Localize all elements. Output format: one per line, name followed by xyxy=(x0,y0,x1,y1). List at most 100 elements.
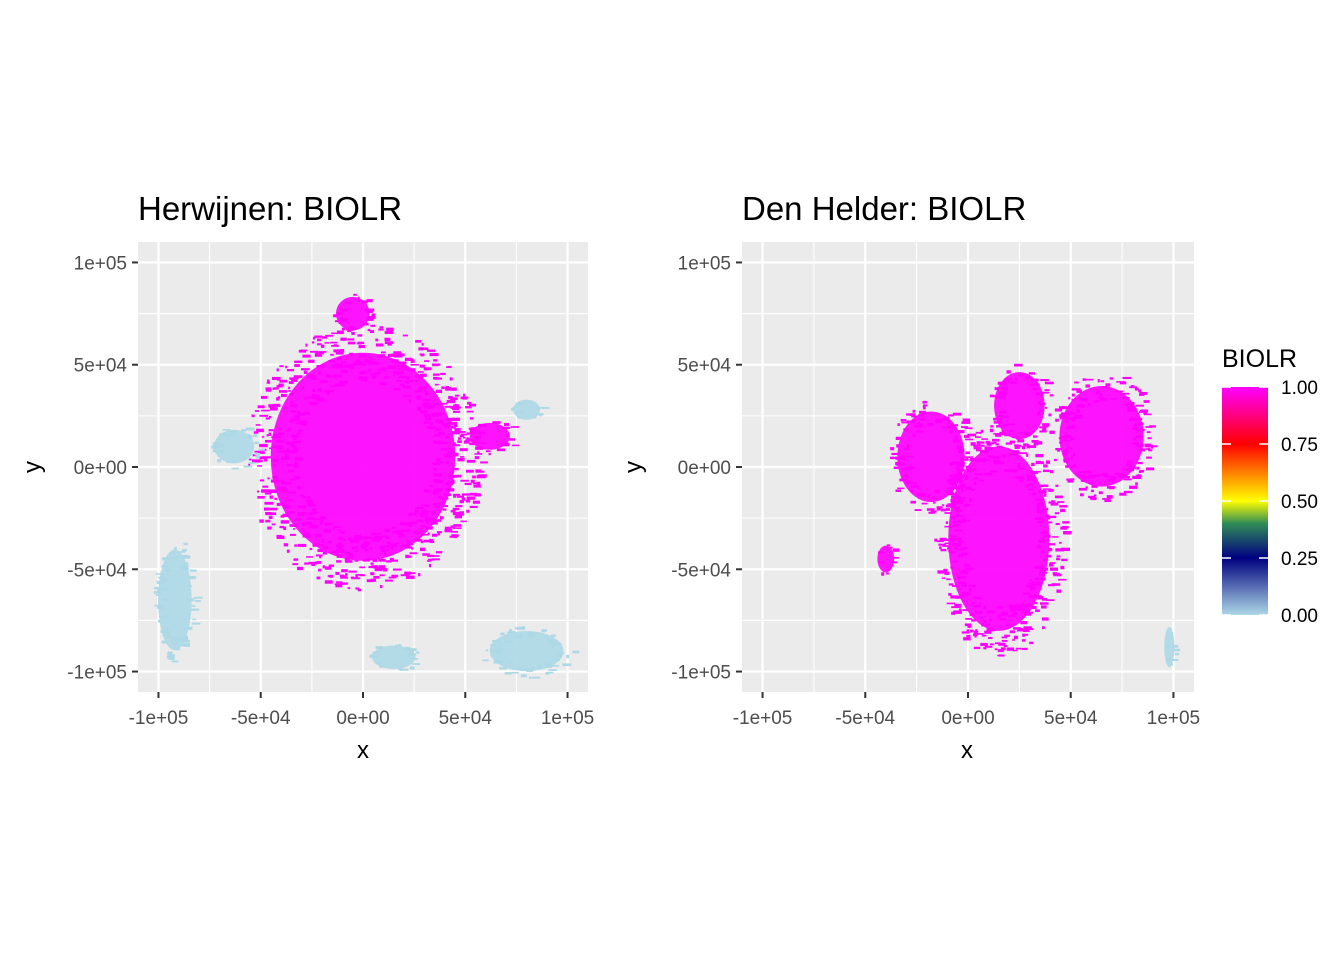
den-helder-echo-speckle xyxy=(957,471,963,476)
herwijnen-echo-speckle xyxy=(412,658,419,660)
herwijnen-echo-speckle xyxy=(179,565,188,569)
den-helder-echo-speckle xyxy=(949,550,956,554)
den-helder-echo-speckle xyxy=(1017,439,1025,443)
herwijnen-echo-speckle xyxy=(426,405,432,409)
herwijnen-echo-speckle xyxy=(345,576,348,579)
herwijnen-echo-speckle xyxy=(259,414,269,417)
herwijnen-echo-speckle xyxy=(172,637,179,640)
herwijnen-echo-speckle xyxy=(338,374,343,378)
herwijnen-plot-area: -1e+05 -5e+04 0e+00 5e+04 1e+05-1e+05-5e+040… xyxy=(67,242,594,729)
herwijnen-echo-speckle xyxy=(423,367,432,371)
den-helder-echo-speckle xyxy=(1150,447,1154,449)
den-helder-echo-speckle xyxy=(1037,490,1044,494)
herwijnen-echo-speckle xyxy=(495,647,504,651)
herwijnen-echo-speckle xyxy=(309,503,316,506)
herwijnen-echo-speckle xyxy=(438,495,442,499)
herwijnen-echo-speckle xyxy=(285,365,288,369)
herwijnen-echo-speckle xyxy=(469,505,478,509)
herwijnen-echo-speckle xyxy=(419,547,426,552)
herwijnen-echo-speckle xyxy=(547,666,553,669)
herwijnen-echo-speckle xyxy=(338,536,344,540)
den-helder-echo-speckle xyxy=(1045,599,1055,602)
herwijnen-echo-speckle xyxy=(257,496,265,499)
herwijnen-echo-speckle xyxy=(465,469,474,473)
den-helder-echo-speckle xyxy=(1057,501,1065,503)
herwijnen-echo-speckle xyxy=(323,529,331,533)
den-helder-echo-speckle xyxy=(947,420,951,423)
herwijnen-echo-speckle xyxy=(476,481,481,485)
herwijnen-echo-speckle xyxy=(264,439,272,443)
den-helder-echo-speckle xyxy=(1003,392,1008,395)
herwijnen-echo-speckle xyxy=(451,417,460,421)
den-helder-echo-speckle xyxy=(1063,458,1070,462)
herwijnen-echo-speckle xyxy=(463,436,466,439)
den-helder-echo-speckle xyxy=(1059,416,1069,420)
den-helder-echo-speckle xyxy=(1054,408,1063,412)
den-helder-echo-speckle xyxy=(999,410,1007,414)
den-helder-echo-speckle xyxy=(1078,471,1087,473)
herwijnen-echo-speckle xyxy=(261,409,270,412)
herwijnen-echo-speckle xyxy=(379,574,385,577)
herwijnen-echo-speckle xyxy=(290,533,296,536)
herwijnen-echo-speckle xyxy=(287,491,297,494)
herwijnen-echo-speckle xyxy=(298,429,303,432)
den-helder-echo-speckle xyxy=(1032,492,1037,496)
den-helder-echo-speckle xyxy=(922,400,927,404)
herwijnen-echo-speckle xyxy=(380,664,384,668)
herwijnen-echo-speckle xyxy=(437,461,445,464)
herwijnen-echo-speckle xyxy=(398,644,402,648)
herwijnen-echo-speckle xyxy=(470,427,478,430)
herwijnen-echo-speckle xyxy=(271,376,281,381)
den-helder-echo-speckle xyxy=(1036,510,1044,514)
herwijnen-echo-speckle xyxy=(469,442,475,446)
den-helder-echo-speckle xyxy=(1036,507,1040,511)
herwijnen-echo-speckle xyxy=(301,523,306,526)
den-helder-echo-speckle xyxy=(952,412,962,416)
herwijnen-echo-speckle xyxy=(257,405,265,409)
den-helder-echo-speckle xyxy=(1138,389,1142,393)
den-helder-echo-speckle xyxy=(1165,644,1170,647)
herwijnen-echo-speckle xyxy=(448,475,457,478)
herwijnen-echo-speckle xyxy=(177,551,186,553)
herwijnen-echo-speckle xyxy=(324,342,330,344)
den-helder-echo-speckle xyxy=(1001,636,1008,639)
herwijnen-echo-speckle xyxy=(157,605,164,609)
herwijnen-echo-speckle xyxy=(262,456,271,459)
den-helder-echo-speckle xyxy=(1009,377,1013,380)
herwijnen-echo-speckle xyxy=(311,564,316,567)
herwijnen-echo-speckle xyxy=(374,575,380,579)
den-helder-echo-speckle xyxy=(1054,495,1063,499)
den-helder-echo-speckle xyxy=(987,458,990,461)
herwijnen-echo-speckle xyxy=(181,643,191,647)
den-helder-echo-speckle xyxy=(1135,404,1144,407)
herwijnen-echo-speckle xyxy=(433,376,439,380)
den-helder-echo-speckle xyxy=(958,447,963,450)
den-helder-x-tick-label: -1e+05 xyxy=(733,708,793,729)
den-helder-echo-speckle xyxy=(1035,577,1039,581)
den-helder-echo-speckle xyxy=(1146,431,1151,434)
herwijnen-echo-speckle xyxy=(190,608,200,611)
herwijnen-echo-speckle xyxy=(405,646,411,650)
herwijnen-echo-speckle xyxy=(400,533,405,537)
den-helder-echo-speckle xyxy=(930,510,937,513)
herwijnen-echo-speckle xyxy=(395,353,405,357)
den-helder-echo-speckle xyxy=(890,456,898,460)
herwijnen-echo-speckle xyxy=(420,540,424,544)
herwijnen-x-tick-label: -5e+04 xyxy=(231,708,291,729)
den-helder-echo-speckle xyxy=(984,446,991,450)
herwijnen-echo-speckle xyxy=(267,477,270,480)
herwijnen-echo-speckle xyxy=(361,378,368,382)
herwijnen-echo-speckle xyxy=(551,634,556,637)
herwijnen-echo-speckle xyxy=(340,361,347,364)
herwijnen-echo-speckle xyxy=(189,576,196,580)
herwijnen-echo-speckle xyxy=(421,504,428,506)
herwijnen-echo-speckle xyxy=(300,422,307,426)
herwijnen-echo-speckle xyxy=(398,535,402,538)
den-helder-echo-speckle xyxy=(901,421,909,424)
herwijnen-echo-speckle xyxy=(316,338,322,342)
herwijnen-echo-speckle xyxy=(294,466,299,469)
herwijnen-echo-speckle xyxy=(310,373,315,376)
den-helder-echo-speckle xyxy=(1038,540,1046,543)
den-helder-echo-speckle xyxy=(1052,536,1059,538)
den-helder-echo-speckle xyxy=(1129,386,1138,389)
